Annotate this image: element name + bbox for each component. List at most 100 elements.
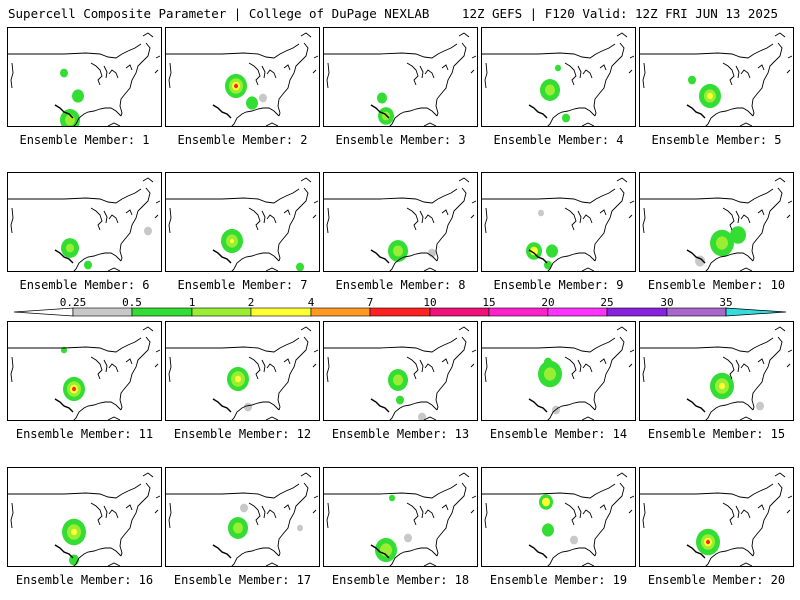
map-outline [119,336,151,411]
border-line [54,398,74,413]
map-outline [155,200,161,204]
map-outline [564,207,577,231]
map-panel-7 [165,172,320,272]
map-outline [628,214,633,219]
map-outline [599,209,607,216]
map-outline [108,509,119,519]
map-outline [424,509,435,519]
map-outline [484,62,488,89]
colorbar-tick-label: 2 [247,296,255,309]
scp-shade [259,93,267,103]
map-outline [577,210,582,224]
map-16 [8,472,161,566]
map-outline [424,363,435,373]
scp-shade [544,367,556,381]
panel-label-7: Ensemble Member: 7 [177,278,308,292]
map-outline [423,122,437,126]
map-14 [482,326,635,420]
scp-shade [546,244,558,258]
map-outline [628,363,633,368]
map-outline [470,69,475,74]
map-outline [757,64,765,71]
map-outline [326,502,330,529]
border-line [54,104,74,119]
map-outline [277,482,309,557]
map-outline [640,43,774,59]
map-outline [166,43,300,59]
map-outline [642,502,646,529]
panel-label-12: Ensemble Member: 12 [173,427,312,441]
colorbar-tick-label: 7 [366,296,374,309]
scp-shade [377,92,387,104]
map-outline [119,42,151,117]
map-outline [547,107,596,126]
map-outline [705,547,754,566]
map-outline [757,358,765,365]
map-outline [108,363,119,373]
map-outline [248,356,261,380]
map-outline [125,358,133,365]
map-outline [751,42,783,117]
colorbar-swatch [250,307,312,317]
scp-shade [545,84,555,96]
map-outline [629,55,635,59]
map-18 [324,472,477,566]
map-outline [10,207,14,234]
map-outline [324,337,458,353]
map-outline [248,502,261,526]
map-outline [248,62,261,86]
map-outline [166,188,300,204]
map-outline [125,64,133,71]
map-outline [786,214,791,219]
colorbar-swatch [191,307,252,317]
colorbar-tick-label: 25 [600,296,614,309]
map-outline [435,42,467,117]
map-outline [582,509,593,519]
map-outline [300,177,312,183]
map-3 [324,32,477,126]
map-outline [261,65,266,79]
map-outline [103,505,108,519]
map-outline [470,509,475,514]
map-panel-9 [481,172,636,272]
map-outline [155,55,161,59]
map-outline [283,358,291,365]
map-outline [406,356,419,380]
map-outline [90,356,103,380]
map-outline [248,207,261,231]
map-outline [774,472,786,478]
scp-shade [296,262,304,271]
border-line [686,398,706,413]
border-line [686,104,706,119]
colorbar-tick-label: 15 [482,296,496,309]
map-outline [599,504,607,511]
map-outline [119,187,151,262]
map-panel-2 [165,27,320,127]
map-outline [739,562,753,566]
border-line [528,104,548,119]
map-outline [593,482,625,557]
map-outline [786,509,791,514]
map-outline [261,359,266,373]
map-outline [424,69,435,79]
map-outline [312,509,317,514]
map-outline [740,69,751,79]
map-panel-12 [165,321,320,421]
scp-shade [144,226,152,236]
scp-shade [235,375,241,383]
map-outline [735,65,740,79]
map-panel-6 [7,172,162,272]
map-panel-19 [481,467,636,567]
map-outline [642,207,646,234]
map-outline [582,69,593,79]
map-outline [484,502,488,529]
map-outline [73,401,122,420]
border-line [528,544,548,559]
map-outline [73,252,122,271]
map-outline [277,42,309,117]
map-panel-3 [323,27,478,127]
map-outline [441,209,449,216]
map-outline [774,32,786,38]
colorbar-tick-label: 4 [307,296,315,309]
colorbar-arrow-right [725,307,787,317]
